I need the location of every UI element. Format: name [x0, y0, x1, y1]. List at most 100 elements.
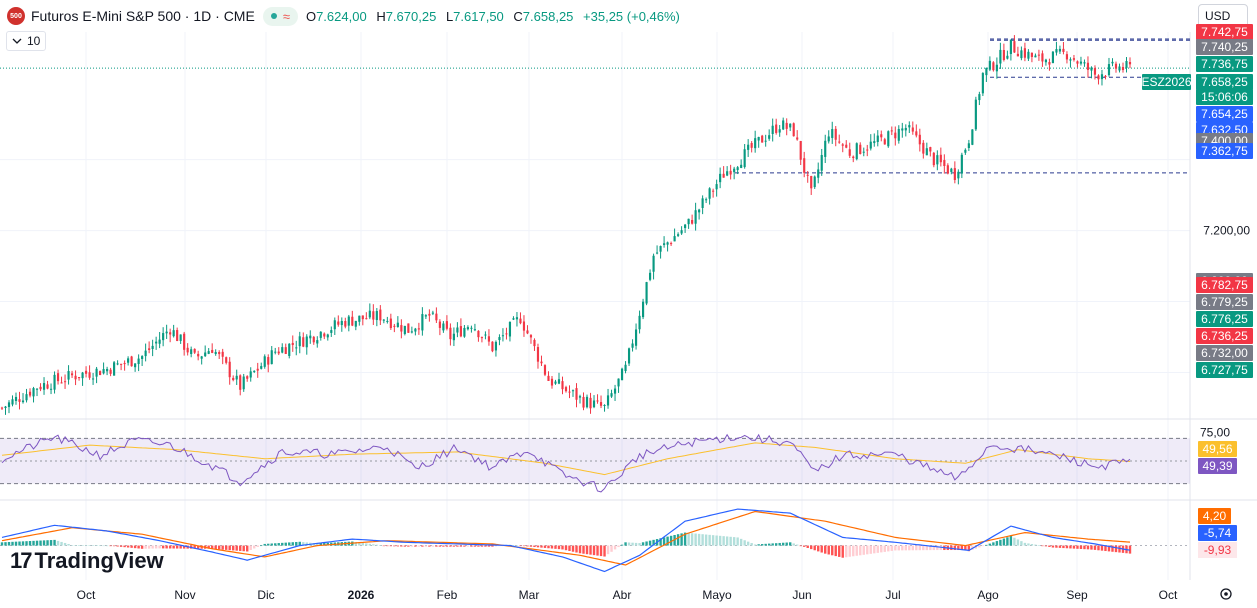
candle-body — [172, 330, 175, 337]
candle-body — [298, 336, 301, 347]
macd-histogram-bar — [42, 540, 46, 546]
macd-histogram-bar — [1069, 545, 1072, 549]
macd-histogram-bar — [256, 545, 259, 547]
macd-histogram-bar — [193, 545, 196, 549]
macd-histogram-bar — [179, 545, 182, 549]
price-label-text: 15:06:06 — [1201, 90, 1248, 104]
macd-value-label-text: -5,74 — [1204, 526, 1232, 540]
symbol-title[interactable]: Futuros E-Mini S&P 500 · 1D · CME — [31, 8, 255, 24]
candle-body — [207, 351, 210, 354]
macd-histogram-bar — [985, 544, 988, 546]
candle-body — [1048, 62, 1051, 65]
candle-body — [0, 407, 4, 409]
candle-body — [785, 122, 788, 129]
price-label-text: 6.782,75 — [1201, 278, 1248, 292]
macd-histogram-bar — [365, 543, 368, 546]
candle-body — [46, 384, 49, 389]
candle-body — [1072, 58, 1076, 60]
macd-histogram-bar — [690, 533, 694, 546]
tradingview-wordmark: TradingView — [34, 548, 164, 573]
candle-body — [617, 378, 620, 387]
candle-body — [631, 343, 634, 348]
candle-body — [337, 321, 340, 325]
candle-body — [70, 373, 74, 376]
time-tick-label: Oct — [1159, 588, 1178, 602]
candle-body — [925, 148, 928, 156]
macd-histogram-bar — [866, 545, 869, 555]
candle-body — [677, 234, 680, 236]
candle-body — [950, 168, 953, 172]
candle-body — [841, 144, 844, 146]
macd-histogram-bar — [876, 545, 879, 553]
candle-body — [60, 382, 63, 384]
macd-histogram-bar — [547, 545, 550, 549]
price-label-text: 7.658,25 — [1201, 75, 1248, 89]
candle-body — [764, 140, 767, 142]
rsi-line — [1, 433, 1131, 493]
macd-histogram-bar — [606, 545, 610, 555]
candle-body — [515, 317, 519, 320]
symbol-logo-icon[interactable]: 500 — [7, 7, 25, 25]
settings-gear-icon[interactable] — [1220, 588, 1232, 600]
macd-histogram-bar — [14, 541, 18, 546]
candle-body — [421, 314, 424, 331]
candle-body — [922, 142, 925, 154]
candle-body — [162, 333, 165, 341]
candle-body — [960, 154, 963, 174]
macd-signal-label: 4,20 — [1198, 508, 1231, 524]
macd-histogram-bar — [319, 543, 322, 546]
macd-histogram-bar — [788, 542, 792, 546]
macd-histogram-bar — [375, 544, 379, 546]
price-label-bg — [1196, 39, 1253, 55]
price-axis[interactable]: 7.200,007.000,007.742,757.740,257.736,75… — [1141, 24, 1253, 558]
macd-histogram-bar — [172, 545, 175, 549]
macd-histogram-bar — [683, 532, 687, 546]
candle-body — [554, 381, 557, 384]
macd-histogram-bar — [63, 542, 67, 546]
macd-histogram-bar — [144, 545, 147, 549]
candle-body — [1107, 64, 1111, 76]
macd-histogram-bar — [484, 545, 487, 547]
macd-histogram-bar — [168, 545, 172, 549]
macd-histogram-bar — [46, 540, 49, 546]
candle-body — [501, 335, 505, 337]
candle-body — [775, 124, 778, 133]
candle-body — [789, 123, 792, 128]
macd-histogram-bar — [28, 541, 32, 546]
indicators-toggle[interactable]: 10 — [6, 31, 47, 51]
candle-body — [666, 242, 669, 245]
candle-body — [978, 94, 981, 101]
macd-histogram-bar — [67, 543, 70, 546]
macd-histogram-bar — [1114, 545, 1118, 553]
candle-body — [35, 388, 39, 390]
macd-histogram-bar — [810, 545, 813, 550]
candle-body — [526, 330, 529, 334]
candle-body — [491, 341, 494, 352]
price-label: 7.740,25 — [1196, 39, 1253, 55]
candle-body — [887, 131, 890, 147]
macd-histogram-bar — [119, 545, 123, 547]
price-label: 6.782,75 — [1196, 277, 1253, 293]
candle-body — [84, 370, 88, 374]
candle-body — [508, 321, 512, 337]
price-label: 7.736,75 — [1196, 56, 1253, 72]
market-status-pill[interactable]: ≈ — [262, 6, 298, 26]
candle-body — [1104, 75, 1107, 77]
macd-histogram-bar — [53, 539, 56, 546]
candle-body — [957, 171, 960, 179]
macd-histogram-bar — [760, 544, 764, 546]
macd-histogram-bar — [221, 545, 224, 550]
candle-body — [782, 120, 785, 130]
macd-histogram-bar — [424, 545, 428, 547]
macd-histogram-bar — [624, 542, 627, 546]
time-axis[interactable]: Oct Nov Dic 2026 Feb Mar Abr Mayo Jun Jul Ago Sep Oc… — [77, 588, 1178, 602]
candle-body — [936, 155, 939, 165]
price-label-text: 6.776,25 — [1201, 312, 1248, 326]
candle-body — [869, 141, 872, 149]
candle-body — [396, 322, 399, 327]
macd-histogram-bar — [267, 543, 270, 546]
candle-body — [1044, 59, 1048, 63]
macd-histogram-bar — [410, 545, 414, 547]
price-label-bg — [1196, 328, 1253, 344]
